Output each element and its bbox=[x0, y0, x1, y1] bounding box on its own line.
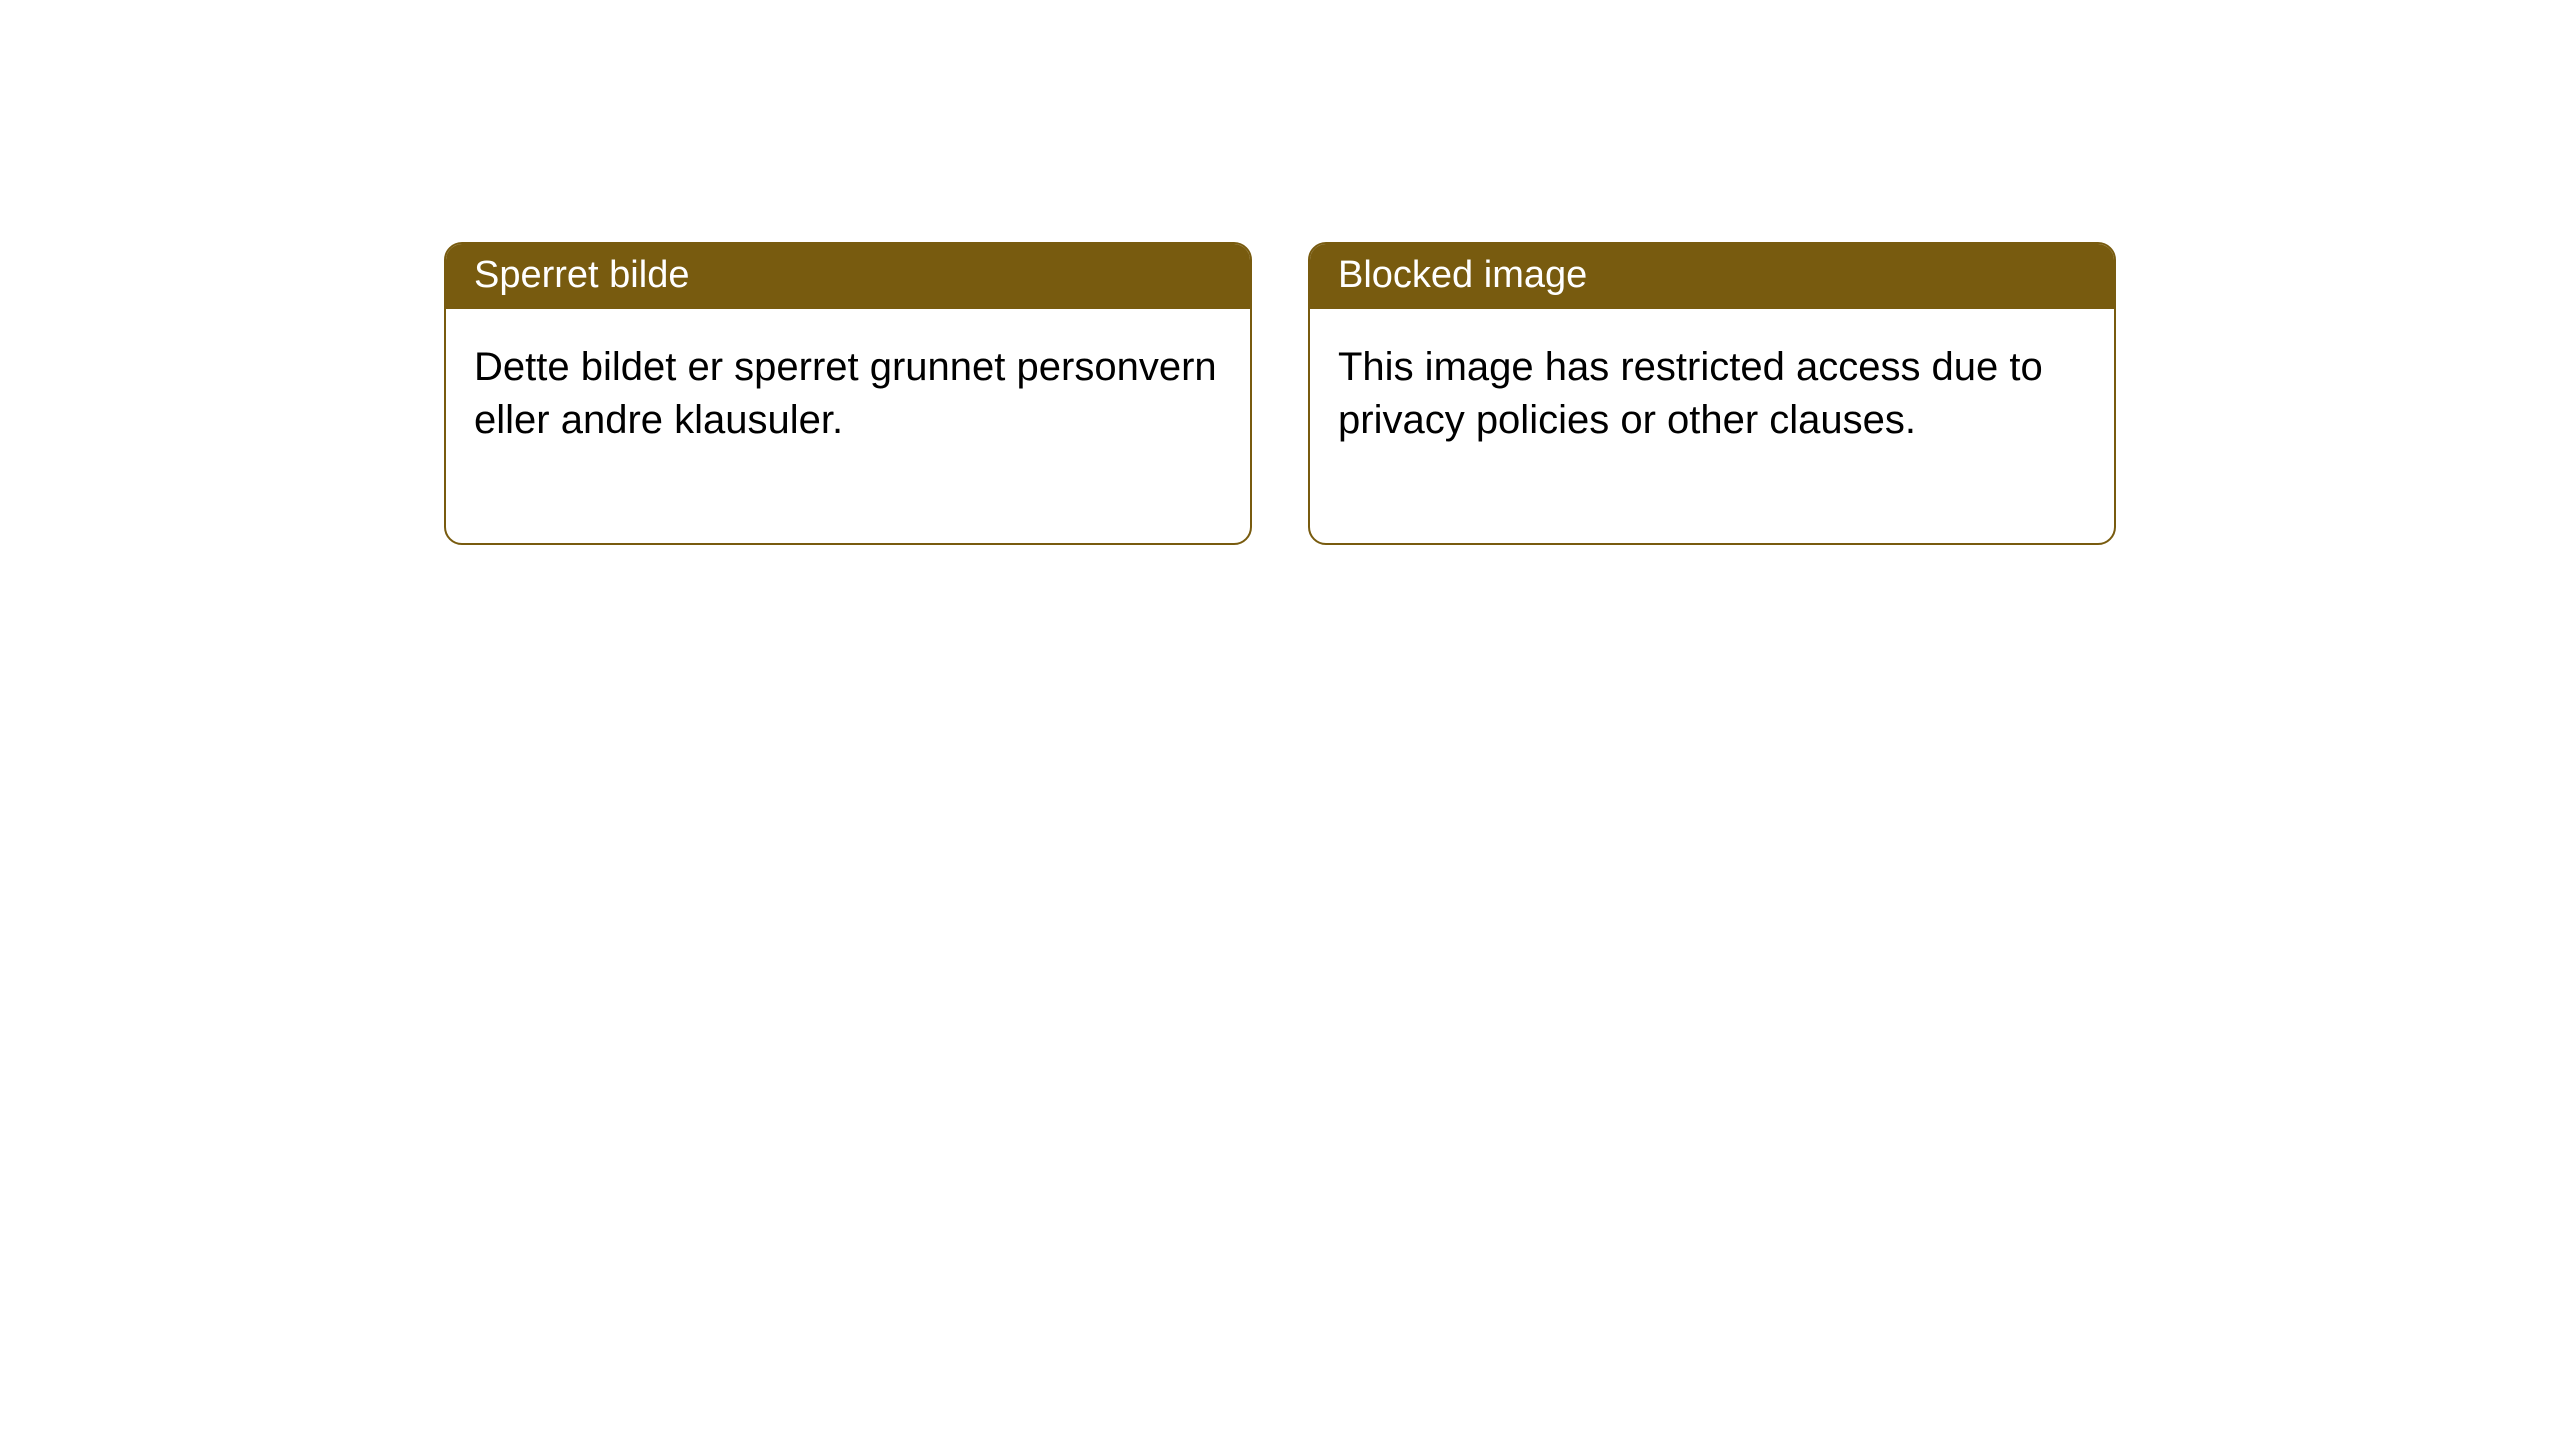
notice-title: Blocked image bbox=[1338, 254, 1587, 296]
notice-card-body: Dette bildet er sperret grunnet personve… bbox=[446, 309, 1250, 543]
notice-card-header: Blocked image bbox=[1310, 244, 2114, 309]
notice-card-en: Blocked image This image has restricted … bbox=[1308, 242, 2116, 545]
notice-container: Sperret bilde Dette bildet er sperret gr… bbox=[0, 0, 2560, 545]
notice-card-body: This image has restricted access due to … bbox=[1310, 309, 2114, 543]
notice-card-no: Sperret bilde Dette bildet er sperret gr… bbox=[444, 242, 1252, 545]
notice-body-text: This image has restricted access due to … bbox=[1338, 345, 2043, 442]
notice-title: Sperret bilde bbox=[474, 254, 689, 296]
notice-card-header: Sperret bilde bbox=[446, 244, 1250, 309]
notice-body-text: Dette bildet er sperret grunnet personve… bbox=[474, 345, 1217, 442]
